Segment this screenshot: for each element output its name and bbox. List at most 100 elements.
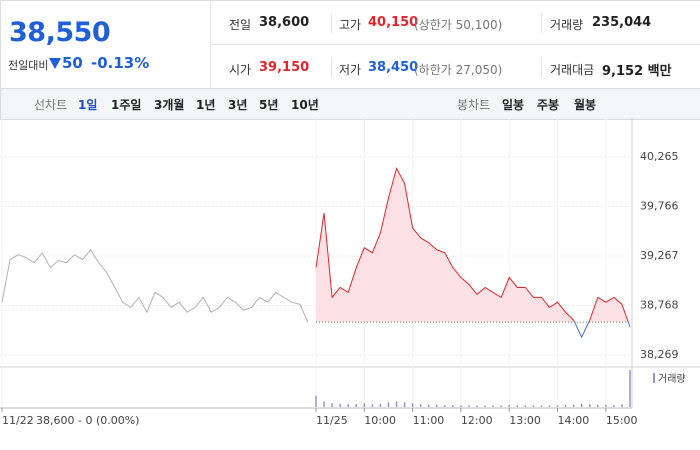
line <box>1 248 309 323</box>
volume-bar <box>540 405 543 407</box>
stat-value: 38,600 <box>259 15 310 30</box>
stat-note: (상한가 50,100) <box>414 18 503 32</box>
line <box>574 322 631 339</box>
legend-label: 거래량 <box>658 373 686 385</box>
legend-swatch <box>653 373 655 383</box>
stat-label: 저가 <box>339 63 362 77</box>
line <box>315 167 629 323</box>
volume-bar <box>564 405 567 407</box>
volume-bar <box>605 404 607 407</box>
period-tabs: 선차트 1일 1주일 3개월 1년 3년 5년 10년 봉차트 일봉 주봉 월봉 <box>0 88 700 120</box>
change-label: 전일대비 <box>8 59 49 72</box>
volume-bar <box>468 405 470 407</box>
volume-bar <box>484 405 486 407</box>
volume-bar <box>444 405 446 407</box>
y-tick-label: 38,768 <box>640 299 679 312</box>
area <box>316 168 630 323</box>
volume-bar <box>315 395 317 407</box>
volume-bar <box>436 404 438 407</box>
volume-bar <box>331 403 333 407</box>
volume-bar <box>597 404 599 407</box>
x-tick-label: 13:00 <box>509 414 541 427</box>
stat-note: (하한가 27,050) <box>414 63 503 77</box>
x-tick-label: 11/22 <box>2 414 34 427</box>
tab[interactable]: 주봉 <box>537 98 560 112</box>
volume-bar <box>411 403 414 407</box>
volume-bar <box>323 401 325 407</box>
current-price: 38,550 <box>9 17 111 48</box>
x-tick-label: 14:00 <box>558 414 590 427</box>
stat-value: 39,150 <box>259 60 310 75</box>
change: 50 <box>62 54 83 72</box>
chart: 40,265 39,766 39,267 38,768 38,269 11/22 11/25… <box>0 118 700 427</box>
x-tick-label: 10:00 <box>364 414 396 427</box>
quote-header: 38,550 전일대비 50 -0.13% 전일 38,600 고가 40,15… <box>0 0 700 88</box>
volume-bar <box>419 404 422 407</box>
volume-bar <box>452 405 454 407</box>
tab-group-label: 봉차트 <box>457 98 491 112</box>
x-tick-label: 12:00 <box>461 414 493 427</box>
stat-value: 9,152 백만 <box>602 64 672 79</box>
volume-bar <box>548 405 551 407</box>
stat-label: 시가 <box>229 63 252 77</box>
volume-bar <box>339 403 341 407</box>
volume-bar <box>556 405 559 407</box>
divider <box>331 57 332 77</box>
tab[interactable]: 1년 <box>196 98 216 112</box>
stat-label: 거래대금 <box>550 63 595 77</box>
stat-value: 40,150 <box>368 15 419 30</box>
volume-bar <box>524 405 527 407</box>
volume-bar <box>363 403 366 407</box>
volume-bar <box>629 370 631 407</box>
volume-bar <box>621 404 623 407</box>
divider <box>331 13 332 33</box>
divider <box>211 44 700 45</box>
tab[interactable]: 10년 <box>291 98 319 112</box>
change-pct: -0.13% <box>91 54 150 72</box>
divider <box>541 13 542 33</box>
stat-label: 거래량 <box>550 18 584 32</box>
volume-bar <box>572 404 575 407</box>
volume-bar <box>371 404 374 407</box>
volume-bar <box>427 404 430 407</box>
tab-group-label: 선차트 <box>34 98 68 112</box>
volume-bar <box>508 405 510 407</box>
y-tick-label: 38,269 <box>640 348 679 361</box>
tab[interactable]: 1주일 <box>111 98 142 112</box>
y-tick-label: 40,265 <box>640 150 679 163</box>
tab[interactable]: 일봉 <box>502 98 525 112</box>
y-tick-label: 39,766 <box>640 200 679 213</box>
down-arrow <box>49 58 61 69</box>
volume-bar <box>516 405 519 407</box>
tab[interactable]: 5년 <box>259 98 279 112</box>
volume-bar <box>532 405 535 407</box>
volume-bar <box>403 402 406 407</box>
volume-bar <box>387 402 390 407</box>
tab[interactable]: 월봉 <box>574 98 597 112</box>
x-tick-label: 11/25 <box>316 414 348 427</box>
stat-value: 38,450 <box>368 60 419 75</box>
stat-value: 235,044 <box>592 15 652 30</box>
volume-bar <box>613 405 615 407</box>
volume-bar <box>347 404 349 407</box>
y-tick-label: 39,267 <box>640 249 679 262</box>
tab[interactable]: 1일 <box>78 98 98 112</box>
volume-bar <box>580 403 583 407</box>
stat-label: 고가 <box>339 18 362 32</box>
volume-bar <box>460 405 462 407</box>
stat-label: 전일 <box>229 18 252 32</box>
divider <box>541 57 542 77</box>
volume-bar <box>476 405 478 407</box>
x-tick-label: 15:00 <box>606 414 638 427</box>
prev-summary: 38,600 - 0 (0.00%) <box>36 414 139 427</box>
tab[interactable]: 3개월 <box>154 98 185 112</box>
volume-bar <box>355 404 358 407</box>
volume-bar <box>500 405 502 407</box>
tab[interactable]: 3년 <box>228 98 248 112</box>
x-tick-label: 11:00 <box>413 414 445 427</box>
divider <box>210 1 211 88</box>
volume-bar <box>379 403 382 407</box>
volume-bar <box>395 401 398 407</box>
volume-bar <box>588 404 591 407</box>
